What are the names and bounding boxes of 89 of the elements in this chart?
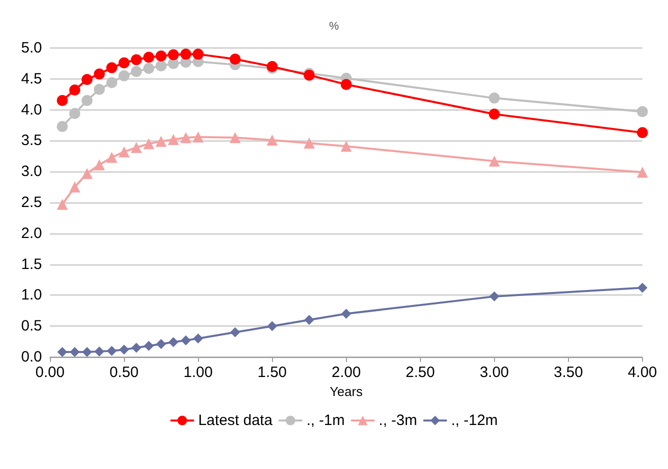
point [488,108,500,120]
point [636,106,648,118]
point [180,132,192,144]
point [168,337,178,348]
point [304,138,315,149]
x-tick-label: 0.00 [35,364,65,381]
y-tick-label: 3.5 [21,132,42,150]
point [168,49,179,60]
point [304,314,314,325]
y-tick-label: 2.5 [21,194,42,211]
point [69,108,80,120]
point [69,182,80,193]
y-tick-label: 0.0 [21,348,42,366]
point [180,335,191,346]
y-tick-label: 5.0 [21,40,42,56]
y-tick-label: 4.5 [21,70,42,88]
x-tick-label: 2.00 [332,364,361,381]
point [341,308,352,319]
point [230,327,240,338]
point [94,346,104,356]
point [106,346,117,356]
legend-label: ., -1m [306,412,345,429]
point [180,48,192,60]
x-tick-label: 4.00 [628,364,658,381]
point [106,62,118,74]
x-axis-title: Years [330,384,364,399]
point [230,132,241,144]
point [168,134,179,145]
point [82,95,93,106]
y-tick-label: 0.5 [21,318,42,335]
point [230,54,241,65]
point [130,54,142,66]
point [118,146,130,158]
point [94,84,105,95]
point [118,70,130,82]
point [156,50,167,62]
x-tick-label: 3.50 [554,364,583,381]
point [488,92,500,104]
point [488,156,500,167]
point [119,344,130,355]
point [82,347,92,358]
point [193,333,204,344]
point [130,66,142,77]
point [106,77,118,88]
y-tick-label: 1.5 [21,256,42,273]
point [69,84,80,96]
point [192,48,204,60]
point [266,134,278,146]
point [340,78,352,90]
point [267,321,278,332]
point [143,52,154,63]
point [156,339,166,350]
y-tick-label: 3.0 [21,163,42,180]
point [106,152,118,163]
point [56,120,68,132]
y-tick-label: 1.0 [21,286,42,304]
point [82,74,93,86]
point [131,342,142,353]
chart-title: % [329,20,340,32]
point [637,282,648,293]
legend-label: Latest data [198,412,274,429]
point [56,198,68,210]
point [94,159,105,170]
point [636,166,648,178]
point [70,347,80,358]
x-tick-label: 3.00 [480,364,509,381]
point [636,127,648,138]
x-tick-label: 0.50 [109,364,139,381]
point [156,136,167,147]
legend-label: ., -3m [378,412,418,429]
point [340,140,352,152]
x-tick-label: 2.50 [406,364,435,381]
point [144,340,154,351]
y-tick-label: 4.0 [21,101,42,118]
point [489,291,500,302]
y-tick-label: 2.0 [21,224,42,242]
point [56,95,68,106]
point [130,142,142,153]
point [156,60,167,72]
point [118,57,130,68]
point [82,168,93,179]
point [57,347,68,358]
x-tick-label: 1.50 [258,364,287,381]
point [143,138,154,150]
point [192,131,204,142]
point [143,62,154,74]
x-tick-label: 1.00 [184,364,213,381]
point [94,68,105,80]
legend-label: ., -12m [451,412,498,429]
